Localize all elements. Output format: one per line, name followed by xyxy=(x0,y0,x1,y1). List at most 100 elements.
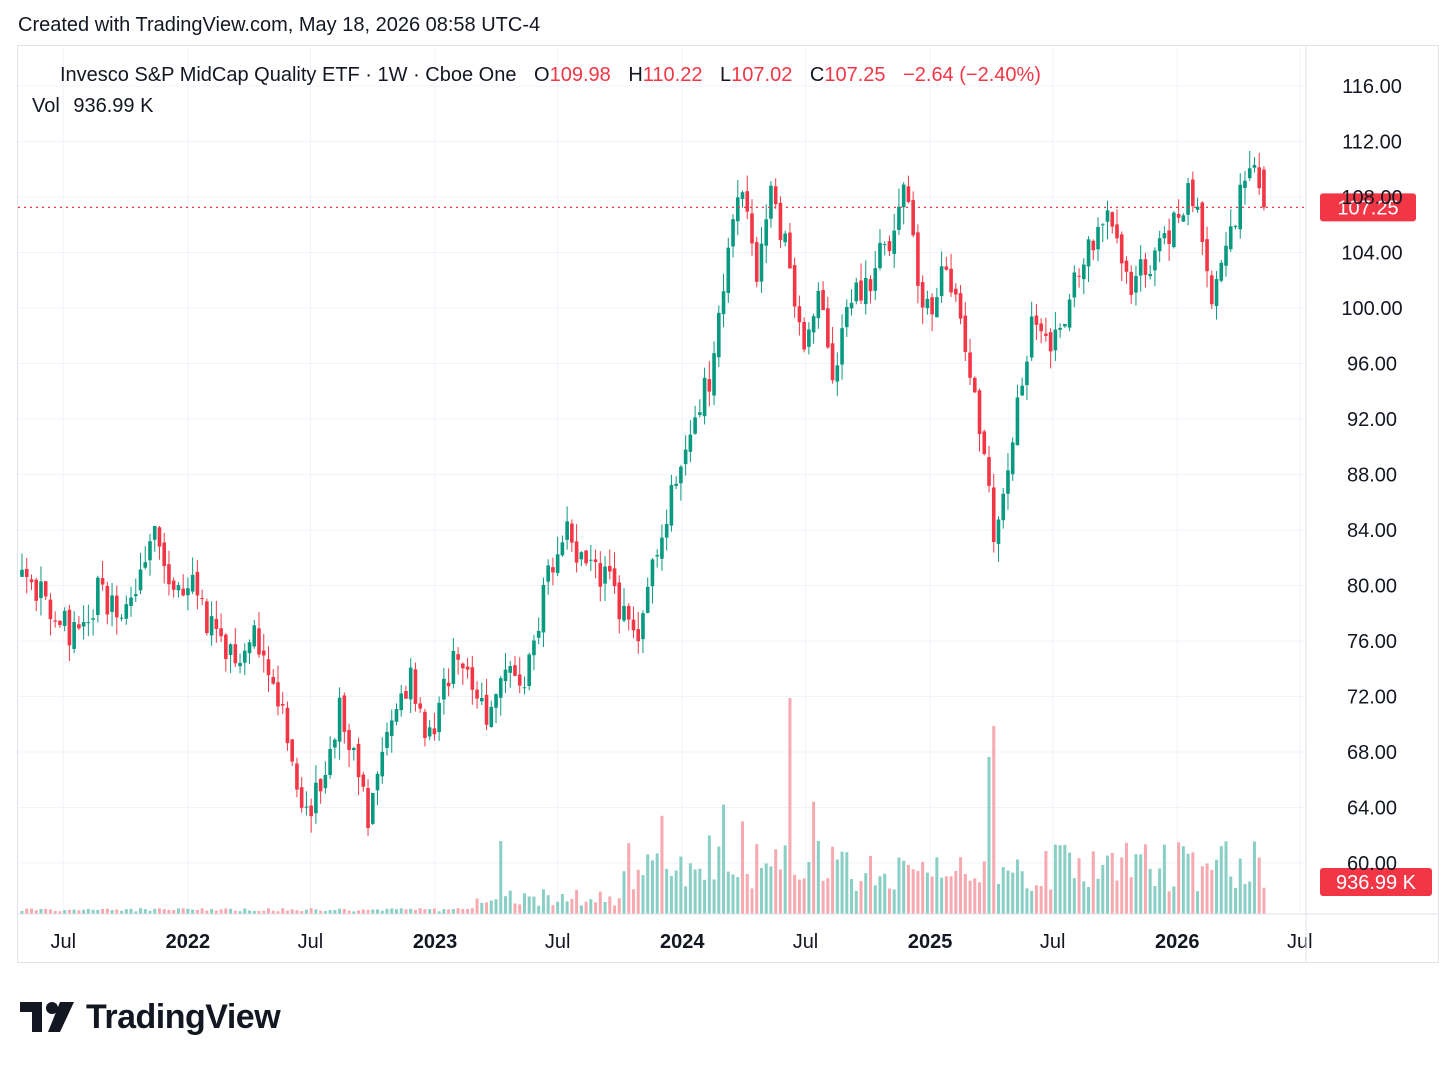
candle-body xyxy=(598,563,603,587)
candle-body xyxy=(1205,239,1209,272)
candle-body xyxy=(228,644,233,655)
volume-bar xyxy=(816,841,820,914)
volume-bar xyxy=(248,910,252,914)
volume-bar xyxy=(665,868,669,914)
candle-body xyxy=(1115,224,1119,239)
candle-body xyxy=(333,739,337,748)
volume-bar xyxy=(963,873,967,914)
candle-body xyxy=(916,232,920,286)
candle-body xyxy=(788,232,792,269)
candle-body xyxy=(778,202,783,241)
candle-body xyxy=(1006,470,1010,494)
volume-bar xyxy=(1219,846,1223,914)
candle-body xyxy=(242,650,247,663)
candle-body xyxy=(328,748,332,776)
candle-body xyxy=(1243,180,1247,189)
candle-body xyxy=(394,709,399,722)
volume-bar xyxy=(1082,881,1086,914)
candle-body xyxy=(622,605,626,621)
volume-bar xyxy=(1087,886,1091,914)
volume-bar xyxy=(698,868,702,914)
candle-body xyxy=(209,616,214,636)
candle-body xyxy=(190,574,195,592)
candle-body xyxy=(977,390,982,435)
candle-body xyxy=(532,640,536,656)
candle-body xyxy=(698,412,702,416)
volume-bar xyxy=(1068,852,1072,914)
candle-body xyxy=(96,577,100,616)
volume-bar xyxy=(499,841,503,914)
candle-body xyxy=(451,650,456,684)
volume-bar xyxy=(959,857,963,914)
volume-bar xyxy=(134,911,138,914)
volume-bar xyxy=(1044,851,1048,914)
volume-bar xyxy=(807,862,811,914)
candle-body xyxy=(631,619,636,631)
candle-body xyxy=(1200,202,1205,242)
x-tick-label: 2026 xyxy=(1155,931,1200,953)
volume-bar xyxy=(930,876,934,914)
volume-bar xyxy=(1162,844,1166,914)
candle-body xyxy=(375,773,380,791)
volume-bar xyxy=(788,698,792,914)
volume-bar xyxy=(565,901,569,914)
candle-body xyxy=(731,219,735,247)
candle-body xyxy=(1105,210,1110,222)
candle-body xyxy=(579,552,584,560)
candle-body xyxy=(20,569,24,577)
volume-bar xyxy=(390,908,394,914)
volume-bar xyxy=(342,908,346,914)
candle-body xyxy=(1186,183,1190,215)
candle-body xyxy=(949,268,953,293)
volume-bar xyxy=(598,891,602,914)
candle-body xyxy=(650,559,655,587)
candle-body xyxy=(385,731,389,748)
volume-bar xyxy=(968,880,972,914)
volume-bar xyxy=(1020,871,1024,914)
candle-body xyxy=(1063,323,1067,327)
candle-body xyxy=(939,266,944,297)
candle-body xyxy=(280,703,285,706)
volume-bar xyxy=(1257,857,1261,914)
candle-body xyxy=(86,622,91,624)
candle-body xyxy=(821,289,825,311)
created-with-note: Created with TradingView.com, May 18, 20… xyxy=(18,14,541,36)
candle-body xyxy=(366,787,370,829)
volume-bar xyxy=(58,911,62,914)
volume-bar xyxy=(1252,841,1256,914)
last-price-badge xyxy=(1320,193,1416,222)
legend-change: −2.64 (−2.40%) xyxy=(903,64,1041,86)
candle-body xyxy=(470,667,475,690)
volume-bar xyxy=(489,900,493,914)
volume-bar xyxy=(613,905,617,914)
volume-bar xyxy=(1191,852,1195,914)
volume-bar xyxy=(1172,886,1176,914)
candle-body xyxy=(664,524,669,538)
candle-body xyxy=(456,654,460,660)
candle-body xyxy=(43,581,48,597)
candle-body xyxy=(1072,272,1077,298)
volume-bar xyxy=(153,908,157,914)
volume-bar xyxy=(39,908,43,914)
volume-bar xyxy=(887,888,891,914)
volume-bar xyxy=(1006,870,1010,914)
volume-bar xyxy=(380,910,384,914)
candle-body xyxy=(1143,259,1148,275)
volume-bar xyxy=(120,910,124,914)
candle-body xyxy=(759,243,764,282)
candle-body xyxy=(1058,327,1062,330)
candle-body xyxy=(370,792,375,824)
candle-body xyxy=(508,666,513,673)
tradingview-wordmark: TradingView xyxy=(86,997,281,1036)
legend-close-value: 107.25 xyxy=(824,64,886,86)
last-volume-label: 936.99 K xyxy=(1336,872,1417,894)
candle-body xyxy=(1233,225,1238,228)
y-tick-label: 76.00 xyxy=(1347,631,1397,653)
candle-body xyxy=(309,805,313,817)
candle-body xyxy=(887,241,892,252)
candle-body xyxy=(261,650,266,656)
candle-body xyxy=(489,706,494,727)
last-volume-badge xyxy=(1320,868,1432,896)
volume-bar xyxy=(456,908,460,914)
